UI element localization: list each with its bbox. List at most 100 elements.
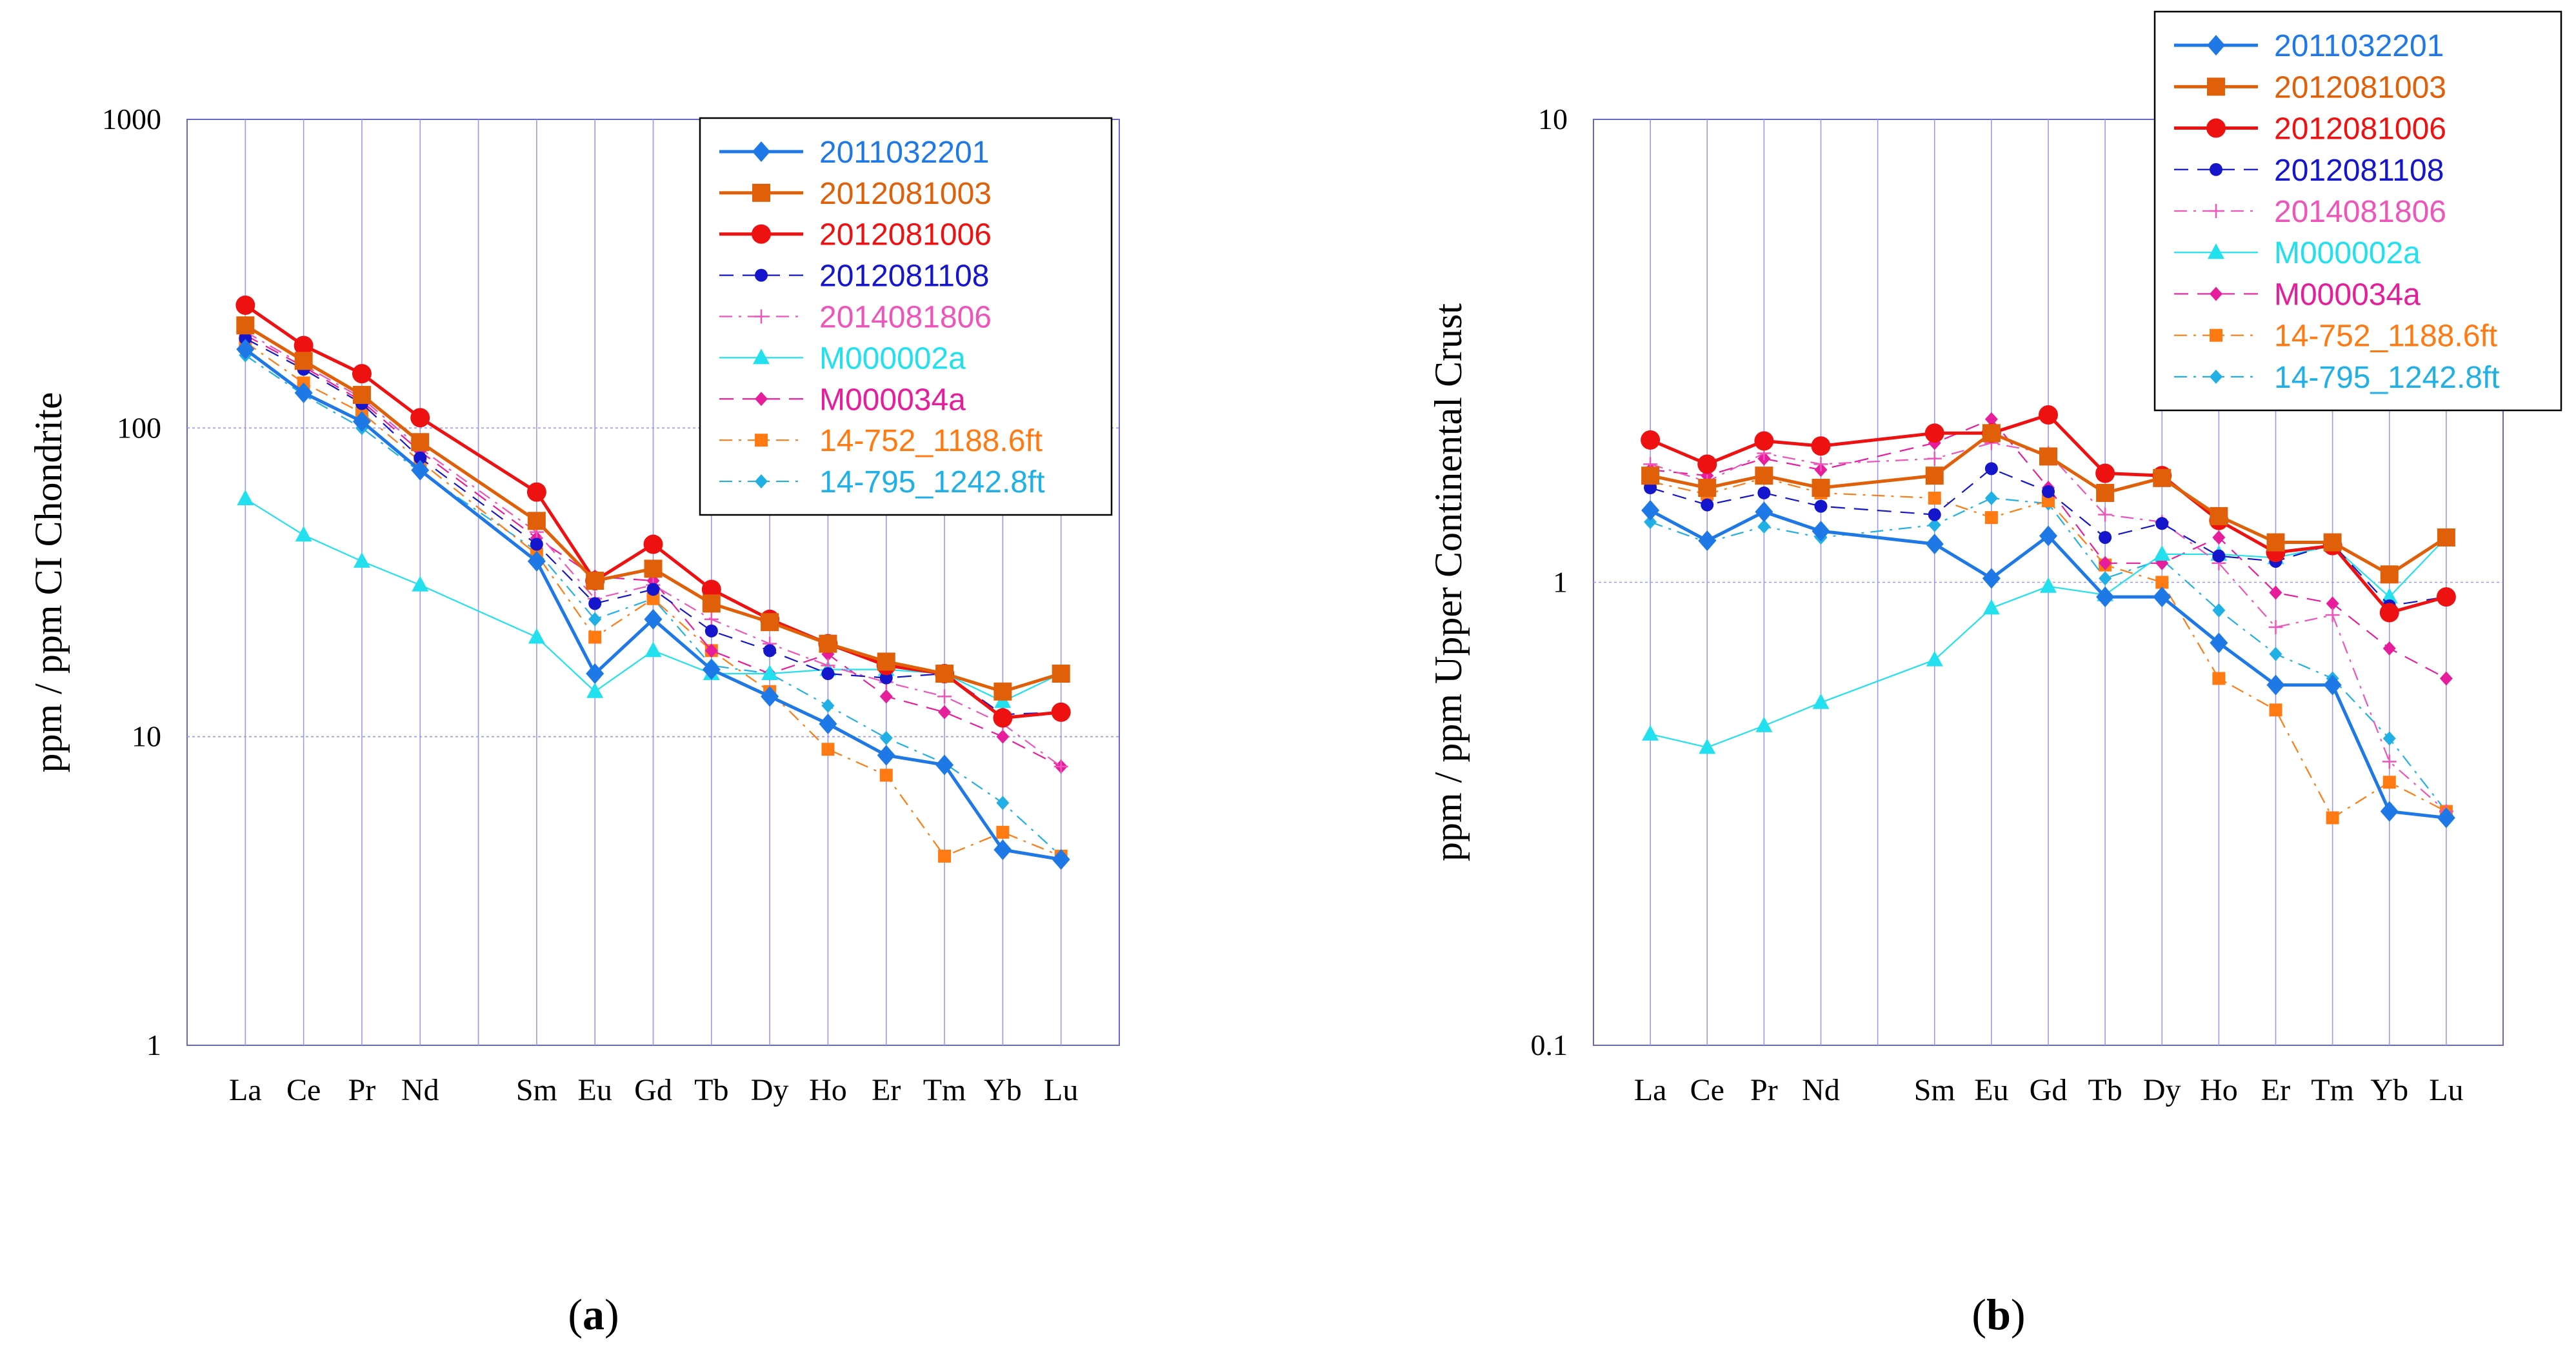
legend-marker [753, 348, 770, 365]
x-tick-label: Lu [1044, 1073, 1078, 1107]
legend-entry: 2011032201 [719, 136, 989, 170]
x-tick-label: Yb [984, 1073, 1022, 1107]
legend-marker [2207, 77, 2225, 96]
legend-label: 2014081806 [819, 301, 992, 335]
data-point [646, 583, 660, 596]
data-point [993, 682, 1012, 701]
data-point [1927, 451, 1942, 466]
data-point [235, 295, 255, 315]
data-point [1051, 702, 1071, 722]
legend-label: 2011032201 [2274, 29, 2444, 63]
x-tick-label: Ho [809, 1073, 847, 1107]
data-point [2039, 447, 2057, 466]
legend-label: 2012081003 [2274, 70, 2446, 105]
x-tick-label: Tm [2311, 1073, 2354, 1107]
data-point [1755, 716, 1773, 732]
panel-label-part: ) [604, 1290, 619, 1339]
data-point [1982, 599, 2000, 615]
data-point [879, 689, 893, 704]
data-point [1754, 431, 1774, 451]
data-point [702, 659, 721, 680]
data-point [761, 665, 779, 681]
x-tick-label: Yb [2370, 1073, 2408, 1107]
data-point [993, 708, 1013, 728]
series-line [245, 337, 1061, 716]
data-point [411, 459, 430, 481]
panel-label-part: a [583, 1290, 604, 1339]
data-point [294, 352, 313, 370]
data-point [1984, 491, 1998, 506]
data-point [236, 339, 255, 360]
data-point [704, 612, 719, 627]
data-point [819, 713, 837, 734]
data-point [2269, 585, 2282, 600]
legend-label: 2012081003 [819, 177, 992, 211]
data-point [1984, 511, 1998, 525]
data-point [1812, 479, 1830, 497]
data-point [877, 652, 895, 671]
legend-entry: M000034a [719, 383, 966, 417]
data-point [1925, 467, 1944, 485]
y-tick-label: 1 [1553, 566, 1568, 599]
data-point [643, 534, 663, 554]
y-tick-label: 10 [132, 720, 161, 753]
x-tick-label: Sm [516, 1073, 557, 1107]
x-tick-label: Dy [751, 1073, 789, 1107]
legend-entry: 2012081003 [719, 177, 992, 211]
data-point [1642, 725, 1659, 741]
data-point [2437, 807, 2455, 828]
series-line [1650, 497, 2447, 812]
legend-label: 14-795_1242.8ft [819, 465, 1045, 499]
data-point [2212, 530, 2226, 545]
data-point [996, 796, 1010, 810]
x-tick-label: La [229, 1073, 262, 1107]
data-point [2212, 672, 2226, 685]
series-line [245, 331, 1062, 767]
data-point [530, 537, 543, 551]
data-point [1928, 508, 1941, 521]
legend-label: 2011032201 [819, 136, 989, 170]
panel-label-part: b [1986, 1290, 2011, 1339]
legend-marker [752, 141, 770, 162]
data-point [2382, 641, 2396, 656]
x-tick-label: Tm [923, 1073, 966, 1107]
x-tick-label: Er [2261, 1073, 2290, 1107]
y-axis-title: ppm / ppm Upper Continental Crust [1427, 303, 1470, 861]
data-point [1984, 462, 1998, 476]
charts-root: 1 10 100 1000 La Ce Pr Nd Sm Eu Gd Tb Dy Ho Er Tm Yb Lu pp… [27, 10, 2562, 1339]
data-point [2099, 571, 2112, 586]
data-point [352, 411, 371, 432]
data-point [1641, 500, 1660, 521]
data-point [2379, 603, 2399, 623]
data-point [2099, 556, 2112, 570]
legend-marker [2210, 369, 2222, 384]
legend-label: 14-795_1242.8ft [2274, 361, 2500, 395]
data-point [295, 526, 312, 542]
legend-label: 14-752_1188.6ft [2274, 319, 2497, 354]
legend-marker [755, 434, 768, 447]
panel-label-part: ) [2011, 1290, 2026, 1339]
data-point [2095, 463, 2115, 483]
data-point [1982, 568, 2001, 589]
data-point [294, 382, 313, 403]
data-point [1052, 849, 1070, 870]
data-point [646, 592, 660, 605]
data-point [2210, 632, 2228, 654]
x-tick-label: Nd [1802, 1073, 1840, 1107]
legend-label: 14-752_1188.6ft [819, 424, 1043, 458]
data-point [588, 597, 602, 610]
series-line [1650, 418, 2447, 679]
legend-entry: 2012081108 [719, 259, 989, 294]
data-point [704, 624, 718, 637]
data-point [1757, 486, 1771, 499]
data-point [1812, 521, 1830, 542]
legend-entry: 2011032201 [2174, 29, 2444, 63]
data-point [2269, 647, 2282, 661]
legend-entry: 2012081006 [719, 218, 992, 252]
legend-label: 2014081806 [2274, 195, 2446, 229]
data-point [1813, 457, 1828, 472]
data-point [821, 667, 835, 681]
legend-entry: 2014081806 [719, 301, 992, 335]
data-point [412, 576, 429, 592]
